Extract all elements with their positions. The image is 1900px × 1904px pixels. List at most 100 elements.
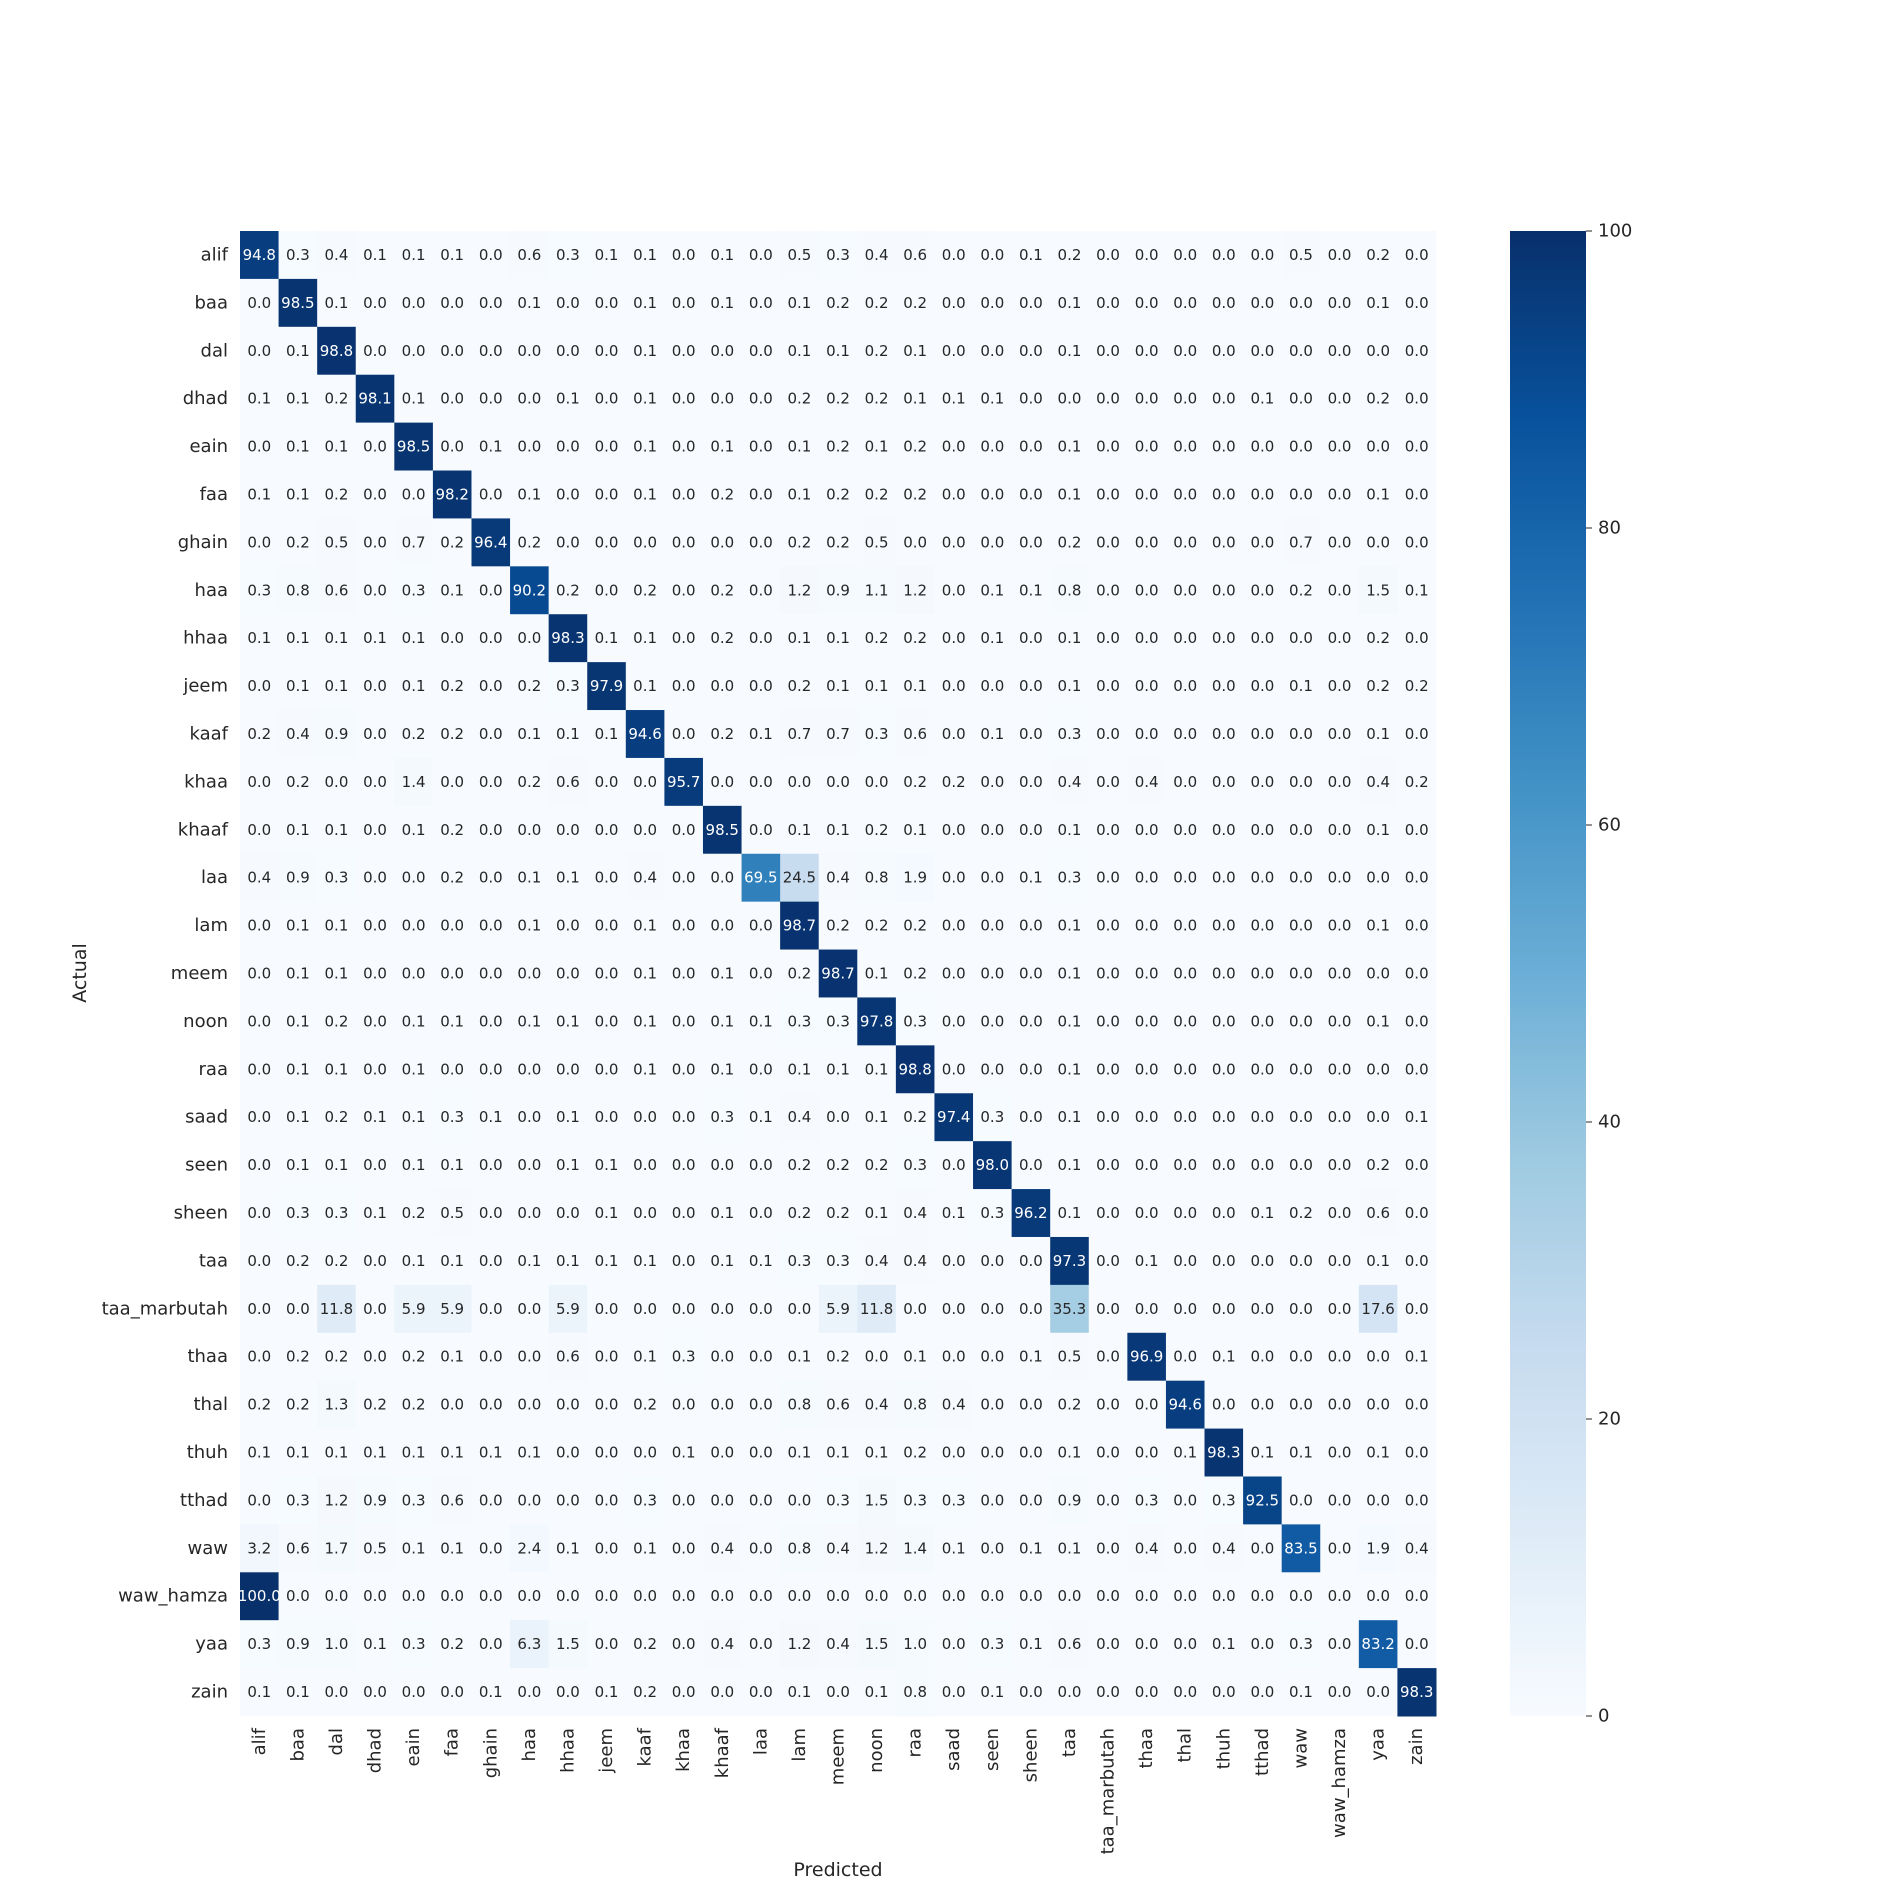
heatmap-cell — [818, 422, 858, 472]
cell-value-label: 0.0 — [1405, 869, 1429, 887]
heatmap-cell — [1127, 901, 1167, 951]
heatmap-cell — [471, 1141, 511, 1190]
heatmap-cell — [702, 1524, 743, 1573]
heatmap-cell — [1397, 805, 1437, 855]
cell-value-label: 0.0 — [749, 294, 773, 312]
cell-value-label: 0.0 — [1405, 438, 1429, 456]
heatmap-cell — [1358, 326, 1398, 376]
cell-value-label: 0.4 — [826, 869, 850, 887]
heatmap-cell — [1397, 1620, 1437, 1669]
heatmap-cell — [625, 1524, 665, 1573]
cell-value-label: 0.1 — [710, 1012, 734, 1030]
heatmap-cell — [1243, 997, 1283, 1046]
cell-value-label: 0.1 — [440, 1444, 464, 1462]
cell-value-label: 0.2 — [325, 1012, 349, 1030]
cell-value-label: 98.5 — [397, 438, 430, 456]
heatmap-cell — [702, 1476, 743, 1525]
cell-value-label: 0.2 — [633, 1396, 657, 1414]
cell-value-label: 0.1 — [672, 1444, 696, 1462]
heatmap-cell — [857, 1476, 897, 1525]
y-tick-label: eain — [189, 436, 228, 457]
heatmap-cell — [1320, 949, 1360, 998]
heatmap-cell — [548, 949, 588, 998]
heatmap-cell — [510, 1380, 550, 1430]
heatmap-cell — [857, 710, 897, 759]
heatmap-cell — [895, 422, 935, 472]
cell-value-label: 0.0 — [942, 869, 966, 887]
heatmap-cell — [895, 1045, 935, 1094]
cell-value-label: 0.0 — [363, 1060, 387, 1078]
heatmap-cell — [471, 1572, 511, 1621]
cell-value-label: 0.1 — [1058, 294, 1082, 312]
heatmap-cell — [625, 278, 665, 328]
heatmap-cell — [1358, 614, 1398, 663]
cell-value-label: 0.0 — [942, 1252, 966, 1270]
heatmap-cell — [973, 470, 1013, 519]
cell-value-label: 0.1 — [1019, 1635, 1043, 1653]
heatmap-cell — [1050, 231, 1090, 280]
heatmap-cell — [394, 997, 434, 1046]
cell-value-label: 0.4 — [903, 1204, 927, 1222]
cell-value-label: 0.2 — [1366, 1156, 1390, 1174]
cell-value-label: 0.1 — [633, 1012, 657, 1030]
heatmap-cell — [1050, 1141, 1090, 1190]
y-tick-label: haa — [195, 580, 228, 601]
heatmap-cell — [587, 566, 627, 615]
heatmap-cell — [818, 710, 858, 759]
cell-value-label: 0.0 — [980, 1252, 1004, 1270]
heatmap-cell — [625, 374, 665, 424]
heatmap-cell — [1050, 422, 1090, 472]
heatmap-cell — [471, 901, 511, 951]
heatmap-cell — [1243, 1141, 1283, 1190]
heatmap-cell — [818, 374, 858, 424]
heatmap-cell — [1204, 1236, 1244, 1286]
cell-value-label: 0.2 — [1366, 390, 1390, 408]
cell-value-label: 0.2 — [247, 1396, 271, 1414]
cell-value-label: 0.2 — [903, 773, 927, 791]
cell-value-label: 0.0 — [1096, 869, 1120, 887]
heatmap-cell — [240, 1332, 280, 1382]
heatmap-cell — [702, 1236, 743, 1286]
cell-value-label: 0.0 — [672, 1635, 696, 1653]
cell-value-label: 0.1 — [787, 1348, 811, 1366]
heatmap-cell — [587, 997, 627, 1046]
heatmap-cell — [278, 1189, 318, 1238]
cell-value-label: 0.1 — [402, 821, 426, 839]
cell-value-label: 0.1 — [440, 581, 464, 599]
cell-value-label: 1.4 — [402, 773, 426, 791]
cell-value-label: 0.0 — [1019, 485, 1043, 503]
cell-value-label: 0.0 — [942, 1635, 966, 1653]
heatmap-cell — [510, 278, 550, 328]
heatmap-cell — [1204, 1141, 1244, 1190]
heatmap-cell — [857, 805, 897, 855]
heatmap-cell — [1320, 662, 1360, 711]
cell-value-label: 0.1 — [517, 1444, 541, 1462]
heatmap-cell — [394, 1236, 434, 1286]
cell-value-label: 0.0 — [595, 821, 619, 839]
heatmap-cell — [1204, 614, 1244, 663]
heatmap-cell — [317, 1380, 357, 1430]
cell-value-label: 0.2 — [787, 965, 811, 983]
heatmap-cell — [973, 901, 1013, 951]
heatmap-cell — [1397, 1045, 1437, 1094]
heatmap-cell — [780, 1476, 820, 1525]
heatmap-cell — [510, 997, 550, 1046]
cell-value-label: 0.0 — [1019, 725, 1043, 743]
cell-value-label: 0.0 — [1173, 390, 1197, 408]
cell-value-label: 0.0 — [595, 581, 619, 599]
cell-value-label: 0.0 — [1019, 390, 1043, 408]
heatmap-cell — [702, 1428, 743, 1477]
heatmap-cell — [780, 662, 820, 711]
cell-value-label: 0.0 — [1328, 821, 1352, 839]
cell-value-label: 0.0 — [556, 965, 580, 983]
heatmap-cell — [625, 470, 665, 519]
heatmap-cell — [1050, 1668, 1090, 1717]
heatmap-cell — [1320, 326, 1360, 376]
cell-value-label: 0.0 — [980, 1396, 1004, 1414]
heatmap-cell — [1243, 662, 1283, 711]
cell-value-label: 0.0 — [1096, 965, 1120, 983]
heatmap-cell — [587, 1045, 627, 1094]
heatmap-cell — [548, 710, 588, 759]
cell-value-label: 0.0 — [942, 294, 966, 312]
heatmap-cell — [355, 805, 395, 855]
